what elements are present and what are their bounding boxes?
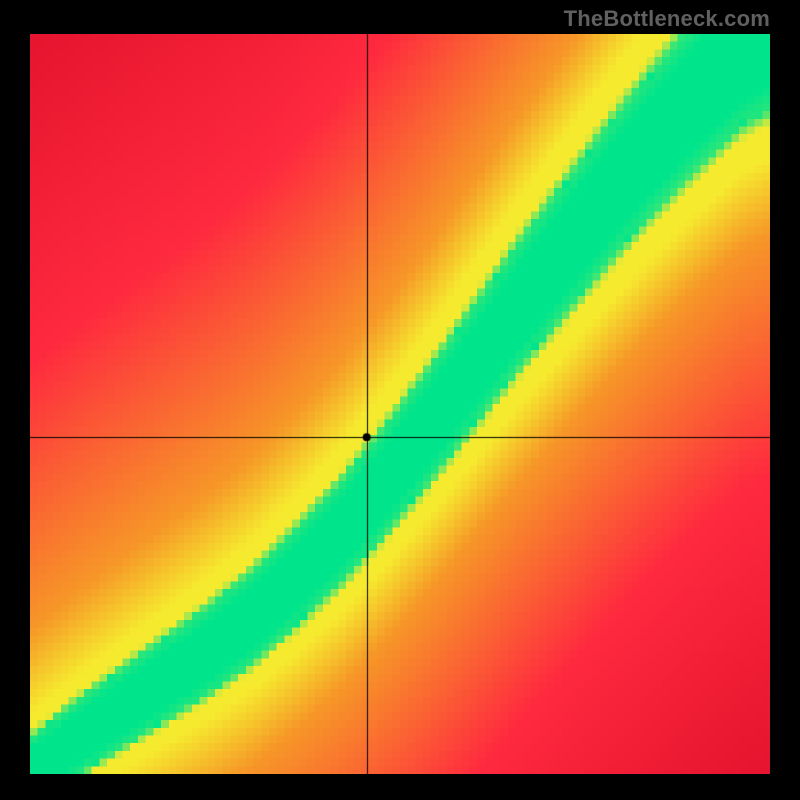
attribution-label: TheBottleneck.com [564, 6, 770, 32]
chart-container: TheBottleneck.com [0, 0, 800, 800]
overlay-canvas [30, 34, 770, 774]
